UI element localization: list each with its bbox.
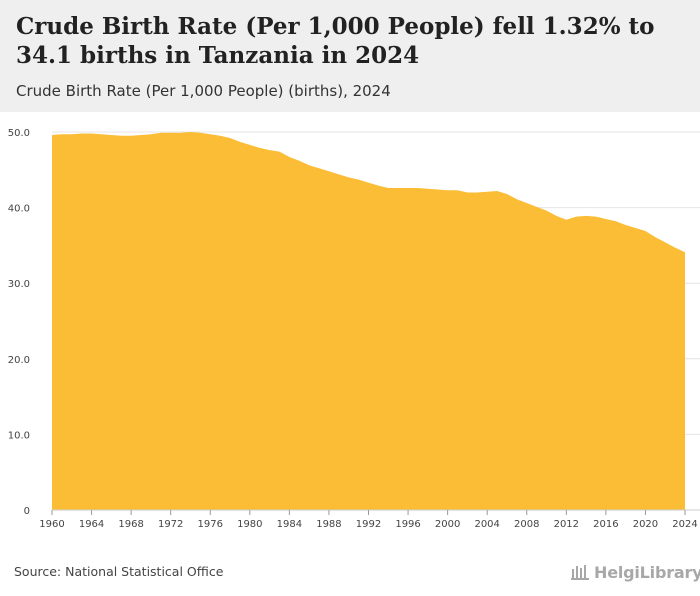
y-tick-label: 30.0 <box>8 279 30 290</box>
x-tick-label: 2016 <box>593 519 618 530</box>
x-tick-label: 2020 <box>633 519 658 530</box>
y-tick-label: 10.0 <box>8 430 30 441</box>
y-axis: 0 10.0 20.0 30.0 40.0 50.0 <box>8 128 30 517</box>
chart-title: Crude Birth Rate (Per 1,000 People) fell… <box>16 13 655 69</box>
chart-subtitle: Crude Birth Rate (Per 1,000 People) (bir… <box>16 82 391 100</box>
y-tick-label: 40.0 <box>8 204 30 215</box>
x-tick-label: 1972 <box>158 519 183 530</box>
library-building-icon <box>571 565 589 580</box>
x-tick-label: 1964 <box>79 519 104 530</box>
x-tick-label: 2024 <box>672 519 697 530</box>
area-series <box>52 132 685 510</box>
x-tick-label: 1988 <box>316 519 341 530</box>
x-tick-label: 2004 <box>474 519 499 530</box>
header-band: Crude Birth Rate (Per 1,000 People) fell… <box>0 0 700 112</box>
x-tick-label: 1992 <box>356 519 381 530</box>
y-tick-label: 0 <box>24 506 30 517</box>
series-area <box>52 132 685 510</box>
x-tick-label: 2000 <box>435 519 460 530</box>
x-tick-label: 1996 <box>395 519 420 530</box>
source-note: Source: National Statistical Office <box>14 564 224 579</box>
y-tick-label: 50.0 <box>8 128 30 139</box>
helgi-library-logo[interactable]: HelgiLibrary <box>570 560 700 584</box>
x-tick-label: 1984 <box>277 519 302 530</box>
x-tick-label: 2008 <box>514 519 539 530</box>
y-tick-label: 20.0 <box>8 355 30 366</box>
chart-area: 0 10.0 20.0 30.0 40.0 50.0 1960 1964 1968 1972 19… <box>0 112 700 550</box>
x-axis: 1960 1964 1968 1972 1976 1980 1984 1988 1992 1996… <box>39 509 700 530</box>
x-tick-label: 1976 <box>198 519 223 530</box>
x-tick-label: 2012 <box>554 519 579 530</box>
x-tick-label: 1980 <box>237 519 262 530</box>
area-chart: 010.020.030.040.050.0 1960 1964 1968 1972 19… <box>8 128 700 530</box>
logo-text: HelgiLibrary <box>594 562 700 582</box>
x-tick-label: 1968 <box>118 519 143 530</box>
x-tick-label: 1960 <box>39 519 64 530</box>
